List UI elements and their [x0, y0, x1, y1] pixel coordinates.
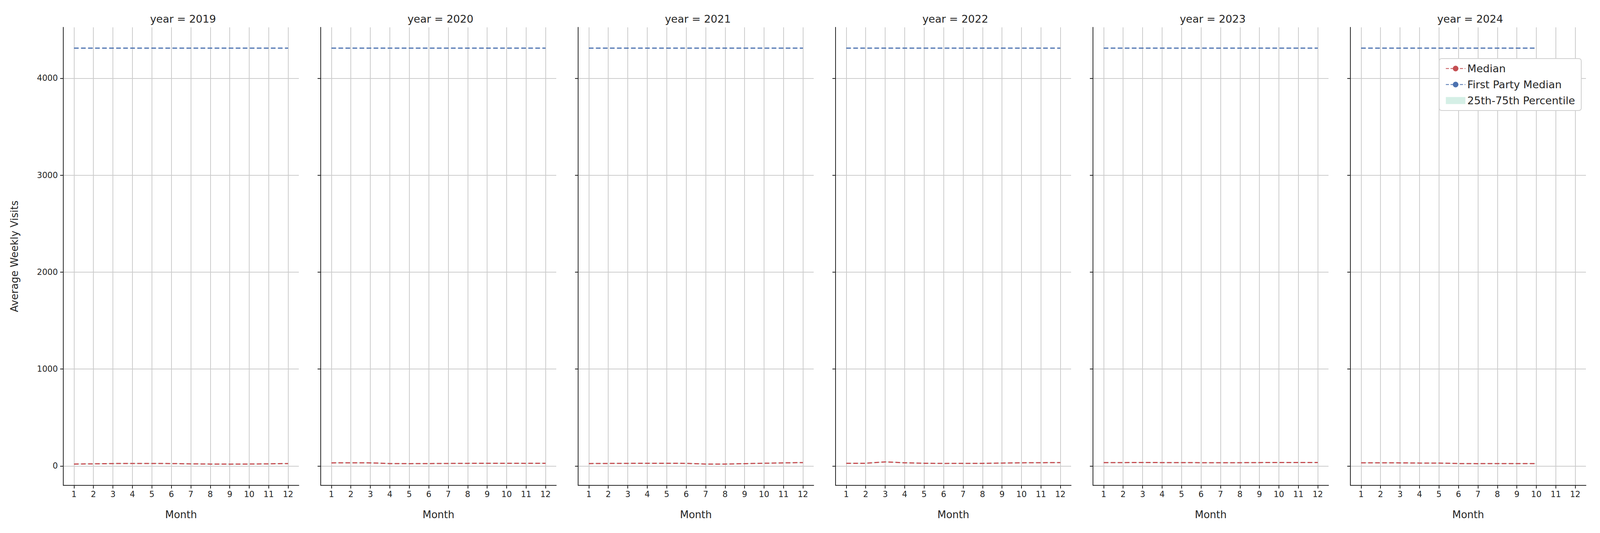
- svg-text:9: 9: [226, 489, 233, 500]
- svg-text:Month: Month: [937, 508, 970, 521]
- svg-text:7: 7: [960, 489, 966, 500]
- svg-text:5: 5: [149, 489, 155, 500]
- svg-text:Month: Month: [165, 508, 198, 521]
- svg-text:8: 8: [207, 489, 213, 500]
- svg-text:10: 10: [1273, 489, 1285, 500]
- svg-text:9: 9: [999, 489, 1005, 500]
- svg-text:2: 2: [1120, 489, 1126, 500]
- svg-text:10: 10: [1531, 489, 1542, 500]
- svg-text:11: 11: [1550, 489, 1561, 500]
- svg-text:Median: Median: [1467, 62, 1506, 75]
- svg-text:5: 5: [1178, 489, 1184, 500]
- svg-text:11: 11: [263, 489, 274, 500]
- svg-text:3: 3: [625, 489, 631, 500]
- svg-text:6: 6: [426, 489, 432, 500]
- svg-text:2: 2: [1378, 489, 1384, 500]
- svg-text:4: 4: [1416, 489, 1422, 500]
- svg-text:Month: Month: [680, 508, 713, 521]
- svg-text:9: 9: [1514, 489, 1520, 500]
- svg-text:12: 12: [1312, 489, 1324, 500]
- svg-text:1: 1: [1358, 489, 1364, 500]
- svg-text:7: 7: [1217, 489, 1224, 500]
- svg-text:3: 3: [1397, 489, 1403, 500]
- svg-text:4: 4: [644, 489, 650, 500]
- svg-text:2000: 2000: [37, 267, 58, 277]
- svg-text:8: 8: [980, 489, 986, 500]
- svg-text:year = 2021: year = 2021: [664, 12, 731, 25]
- svg-text:12: 12: [1569, 489, 1581, 500]
- svg-text:First Party Median: First Party Median: [1467, 78, 1562, 91]
- svg-text:Month: Month: [1452, 508, 1485, 521]
- svg-text:1: 1: [586, 489, 592, 500]
- svg-text:8: 8: [1237, 489, 1243, 500]
- svg-text:12: 12: [282, 489, 294, 500]
- svg-text:9: 9: [1256, 489, 1262, 500]
- svg-text:year = 2019: year = 2019: [150, 12, 217, 25]
- svg-text:4: 4: [387, 489, 393, 500]
- svg-text:4000: 4000: [37, 73, 58, 83]
- svg-text:2: 2: [605, 489, 611, 500]
- svg-text:10: 10: [501, 489, 513, 500]
- svg-text:3: 3: [110, 489, 116, 500]
- svg-text:1000: 1000: [37, 364, 58, 374]
- svg-text:6: 6: [168, 489, 174, 500]
- svg-text:11: 11: [520, 489, 532, 500]
- svg-text:Average Weekly Visits: Average Weekly Visits: [8, 200, 21, 313]
- svg-text:0: 0: [52, 461, 58, 471]
- svg-text:8: 8: [465, 489, 471, 500]
- svg-text:6: 6: [1198, 489, 1204, 500]
- svg-text:year = 2024: year = 2024: [1437, 12, 1504, 25]
- svg-text:4: 4: [129, 489, 135, 500]
- svg-text:11: 11: [778, 489, 789, 500]
- svg-text:4: 4: [901, 489, 908, 500]
- svg-text:3: 3: [882, 489, 888, 500]
- svg-text:1: 1: [71, 489, 77, 500]
- svg-text:1: 1: [843, 489, 849, 500]
- svg-text:8: 8: [1494, 489, 1500, 500]
- svg-text:12: 12: [540, 489, 551, 500]
- svg-text:2: 2: [863, 489, 869, 500]
- svg-text:2: 2: [91, 489, 97, 500]
- svg-text:year = 2022: year = 2022: [922, 12, 989, 25]
- svg-text:4: 4: [1159, 489, 1165, 500]
- svg-text:8: 8: [722, 489, 728, 500]
- svg-text:12: 12: [1055, 489, 1066, 500]
- svg-text:10: 10: [1016, 489, 1027, 500]
- svg-text:6: 6: [1455, 489, 1461, 500]
- svg-text:year = 2023: year = 2023: [1179, 12, 1246, 25]
- svg-text:7: 7: [1475, 489, 1481, 500]
- svg-text:3: 3: [1139, 489, 1145, 500]
- svg-text:11: 11: [1035, 489, 1047, 500]
- svg-text:12: 12: [797, 489, 809, 500]
- svg-text:Month: Month: [422, 508, 455, 521]
- svg-text:5: 5: [921, 489, 927, 500]
- svg-text:10: 10: [244, 489, 255, 500]
- svg-text:11: 11: [1292, 489, 1304, 500]
- svg-text:3000: 3000: [37, 170, 58, 181]
- svg-text:3: 3: [367, 489, 373, 500]
- svg-text:7: 7: [188, 489, 194, 500]
- svg-text:25th-75th Percentile: 25th-75th Percentile: [1467, 94, 1575, 107]
- svg-text:1: 1: [328, 489, 334, 500]
- svg-text:7: 7: [703, 489, 709, 500]
- svg-text:9: 9: [741, 489, 747, 500]
- svg-text:2: 2: [348, 489, 354, 500]
- svg-text:9: 9: [484, 489, 490, 500]
- svg-text:year = 2020: year = 2020: [407, 12, 474, 25]
- svg-text:Month: Month: [1194, 508, 1227, 521]
- svg-text:6: 6: [683, 489, 689, 500]
- svg-text:7: 7: [445, 489, 451, 500]
- svg-text:5: 5: [406, 489, 412, 500]
- svg-text:5: 5: [1436, 489, 1442, 500]
- svg-text:10: 10: [758, 489, 770, 500]
- svg-text:1: 1: [1101, 489, 1107, 500]
- svg-text:5: 5: [664, 489, 670, 500]
- svg-text:6: 6: [941, 489, 947, 500]
